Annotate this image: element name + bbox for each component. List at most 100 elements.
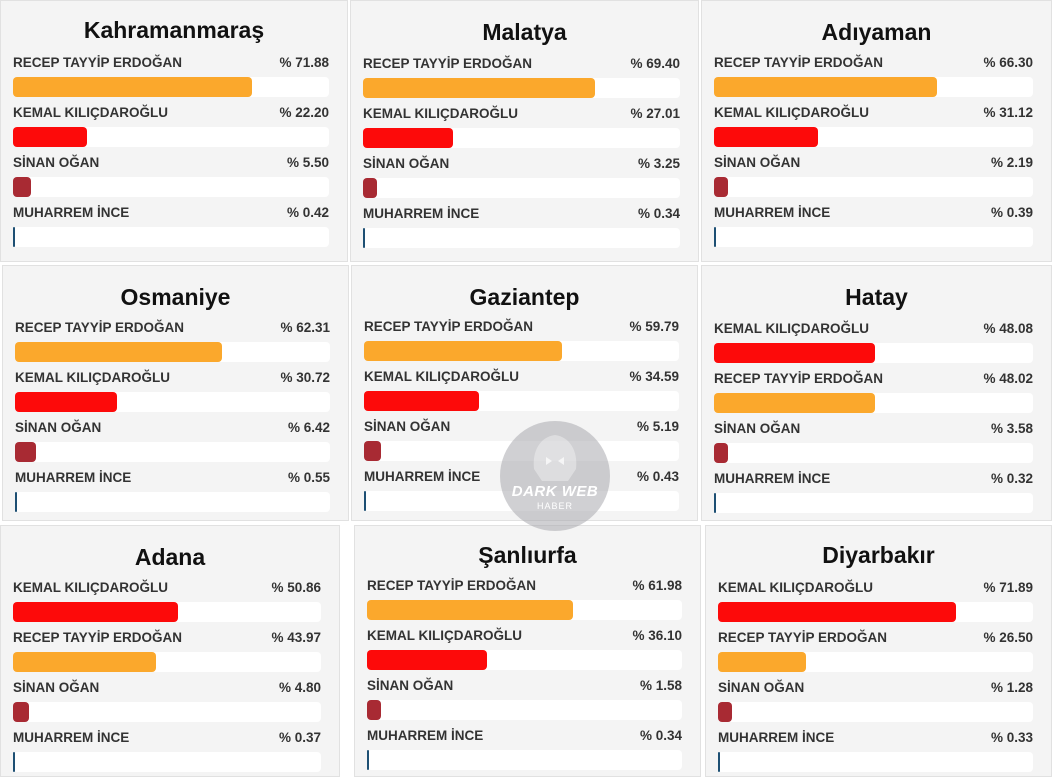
vote-percentage: % 0.33 [990,730,1033,745]
candidate-name: KEMAL KILIÇDAROĞLU [364,369,519,384]
candidate-name: MUHARREM İNCE [718,730,835,745]
vote-percentage: % 26.50 [983,630,1033,645]
vote-percentage: % 0.42 [286,205,329,220]
vote-bar-fill [714,227,716,247]
candidate-name: RECEP TAYYİP ERDOĞAN [714,371,884,386]
province-card: Diyarbakır KEMAL KILIÇDAROĞLU % 71.89 RECEP… [705,525,1052,777]
candidate-row: KEMAL KILIÇDAROĞLU % 22.20 [13,105,329,149]
vote-percentage: % 5.50 [286,155,329,170]
vote-percentage: % 0.37 [278,730,321,745]
vote-percentage: % 6.42 [287,420,330,435]
vote-bar-fill [13,227,15,247]
vote-percentage: % 43.97 [271,630,321,645]
vote-bar-track [718,702,1033,722]
province-title: Adana [134,544,206,570]
candidate-row: MUHARREM İNCE % 0.34 [363,206,680,250]
province-title: Hatay [845,284,908,310]
vote-bar-fill [364,341,563,361]
candidate-name: MUHARREM İNCE [15,470,132,485]
vote-percentage: % 69.40 [630,56,680,71]
candidate-row: KEMAL KILIÇDAROĞLU % 50.86 [13,580,321,624]
candidate-row: RECEP TAYYİP ERDOĞAN % 66.30 [714,55,1033,99]
vote-bar-fill [13,752,15,772]
vote-bar-fill [13,177,32,197]
candidate-name: SİNAN OĞAN [367,678,454,693]
vote-bar-track [714,127,1033,147]
vote-bar-fill [363,78,595,98]
candidate-name: SİNAN OĞAN [714,421,801,436]
vote-bar-fill [15,492,17,512]
vote-bar-track [714,177,1033,197]
candidate-row: MUHARREM İNCE % 0.43 [364,469,679,513]
vote-bar-track [367,600,682,620]
vote-bar-fill [718,702,732,722]
candidate-row: KEMAL KILIÇDAROĞLU % 71.89 [718,580,1033,624]
candidate-row: KEMAL KILIÇDAROĞLU % 30.72 [15,370,330,414]
vote-bar-track [367,650,682,670]
candidate-name: RECEP TAYYİP ERDOĞAN [714,55,884,70]
vote-bar-fill [13,652,156,672]
candidate-name: RECEP TAYYİP ERDOĞAN [13,55,183,70]
vote-percentage: % 31.12 [983,105,1033,120]
vote-bar-fill [714,493,716,513]
vote-bar-track [363,78,680,98]
candidate-row: RECEP TAYYİP ERDOĞAN % 26.50 [718,630,1033,674]
vote-bar-fill [367,750,369,770]
candidate-name: KEMAL KILIÇDAROĞLU [718,580,873,595]
vote-bar-fill [15,442,37,462]
vote-bar-track [13,77,329,97]
vote-bar-track [364,341,679,361]
vote-bar-fill [367,600,573,620]
vote-bar-fill [714,77,937,97]
vote-bar-track [718,602,1033,622]
vote-bar-track [718,652,1033,672]
province-card: Osmaniye RECEP TAYYİP ERDOĞAN % 62.31 KEMAL… [2,265,349,521]
vote-bar-track [363,228,680,248]
vote-bar-track [15,442,330,462]
vote-bar-track [714,443,1033,463]
vote-percentage: % 59.79 [629,319,679,334]
province-card: Malatya RECEP TAYYİP ERDOĞAN % 69.40 KEMAL … [350,0,699,262]
vote-bar-track [714,77,1033,97]
candidate-name: RECEP TAYYİP ERDOĞAN [15,320,185,335]
province-title: Malatya [482,19,567,45]
vote-percentage: % 3.25 [637,156,680,171]
candidate-row: KEMAL KILIÇDAROĞLU % 36.10 [367,628,682,672]
province-title: Diyarbakır [822,542,935,568]
province-title: Adıyaman [821,19,932,45]
vote-bar-track [363,178,680,198]
vote-percentage: % 66.30 [983,55,1033,70]
vote-bar-track [367,750,682,770]
vote-bar-track [13,602,321,622]
province-title: Osmaniye [120,284,231,310]
candidate-name: KEMAL KILIÇDAROĞLU [15,370,170,385]
candidate-row: RECEP TAYYİP ERDOĞAN % 48.02 [714,371,1033,415]
candidate-row: RECEP TAYYİP ERDOĞAN % 71.88 [13,55,329,99]
vote-bar-track [718,752,1033,772]
vote-bar-track [13,127,329,147]
vote-bar-track [13,227,329,247]
candidate-row: MUHARREM İNCE % 0.37 [13,730,321,774]
vote-bar-fill [367,700,381,720]
candidate-row: SİNAN OĞAN % 3.25 [363,156,680,200]
vote-bar-fill [714,343,876,363]
vote-percentage: % 1.28 [990,680,1033,695]
vote-bar-track [714,393,1033,413]
province-card: Adana KEMAL KILIÇDAROĞLU % 50.86 RECEP TAYY… [0,525,340,777]
vote-percentage: % 0.43 [636,469,679,484]
candidate-name: SİNAN OĞAN [718,680,805,695]
candidate-row: KEMAL KILIÇDAROĞLU % 34.59 [364,369,679,413]
vote-bar-fill [714,127,819,147]
candidate-row: RECEP TAYYİP ERDOĞAN % 62.31 [15,320,330,364]
candidate-name: MUHARREM İNCE [363,206,480,221]
vote-bar-track [363,128,680,148]
candidate-name: MUHARREM İNCE [364,469,481,484]
vote-bar-track [714,343,1033,363]
vote-bar-track [364,391,679,411]
candidate-row: RECEP TAYYİP ERDOĞAN % 43.97 [13,630,321,674]
vote-percentage: % 0.39 [990,205,1033,220]
candidate-name: KEMAL KILIÇDAROĞLU [714,321,869,336]
candidate-name: MUHARREM İNCE [714,205,831,220]
province-title: Gaziantep [469,284,580,310]
candidate-row: KEMAL KILIÇDAROĞLU % 27.01 [363,106,680,150]
